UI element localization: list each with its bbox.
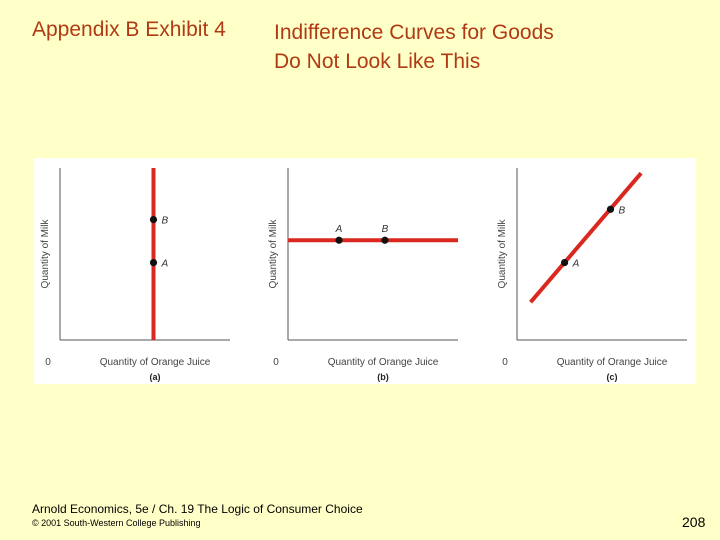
slide-title-line2: Do Not Look Like This — [274, 50, 481, 73]
data-point-a — [335, 236, 343, 244]
data-point-a — [149, 259, 158, 267]
exhibit-label: Appendix B Exhibit 4 — [32, 18, 226, 41]
origin-label: 0 — [502, 357, 508, 368]
panel-label: (a) — [150, 372, 161, 382]
x-axis-label: Quantity of Orange Juice — [557, 357, 668, 368]
y-axis-label: Quantity of Milk — [497, 219, 508, 289]
slide-title: Indifference Curves for Goods Do Not Loo… — [274, 18, 554, 76]
x-axis-label: Quantity of Orange Juice — [328, 357, 439, 368]
indifference-curve — [529, 171, 643, 304]
origin-label: 0 — [45, 357, 51, 368]
data-point-b — [606, 205, 615, 213]
point-label-a: A — [572, 259, 580, 270]
point-label-b: B — [619, 205, 626, 216]
point-label-b: B — [162, 216, 169, 227]
copyright-notice: © 2001 South-Western College Publishing — [32, 518, 201, 528]
y-axis-label: Quantity of Milk — [268, 219, 279, 289]
data-point-b — [381, 236, 389, 244]
data-point-a — [561, 259, 569, 267]
point-label-a: A — [161, 259, 169, 270]
y-axis-label: Quantity of Milk — [40, 219, 51, 289]
panel-label: (b) — [377, 372, 389, 382]
page-number: 208 — [682, 514, 706, 530]
source-citation: Arnold Economics, 5e / Ch. 19 The Logic … — [32, 502, 363, 516]
data-point-b — [149, 216, 158, 224]
point-label-b: B — [382, 224, 389, 235]
origin-label: 0 — [273, 357, 279, 368]
slide-title-line1: Indifference Curves for Goods — [274, 21, 554, 44]
point-label-a: A — [335, 224, 343, 235]
indifference-charts: Quantity of Milk Quantity of Orange Juice… — [40, 168, 687, 382]
figure-panel: Quantity of Milk Quantity of Orange Juice… — [34, 158, 696, 384]
panel-label: (c) — [607, 372, 618, 382]
x-axis-label: Quantity of Orange Juice — [100, 357, 211, 368]
